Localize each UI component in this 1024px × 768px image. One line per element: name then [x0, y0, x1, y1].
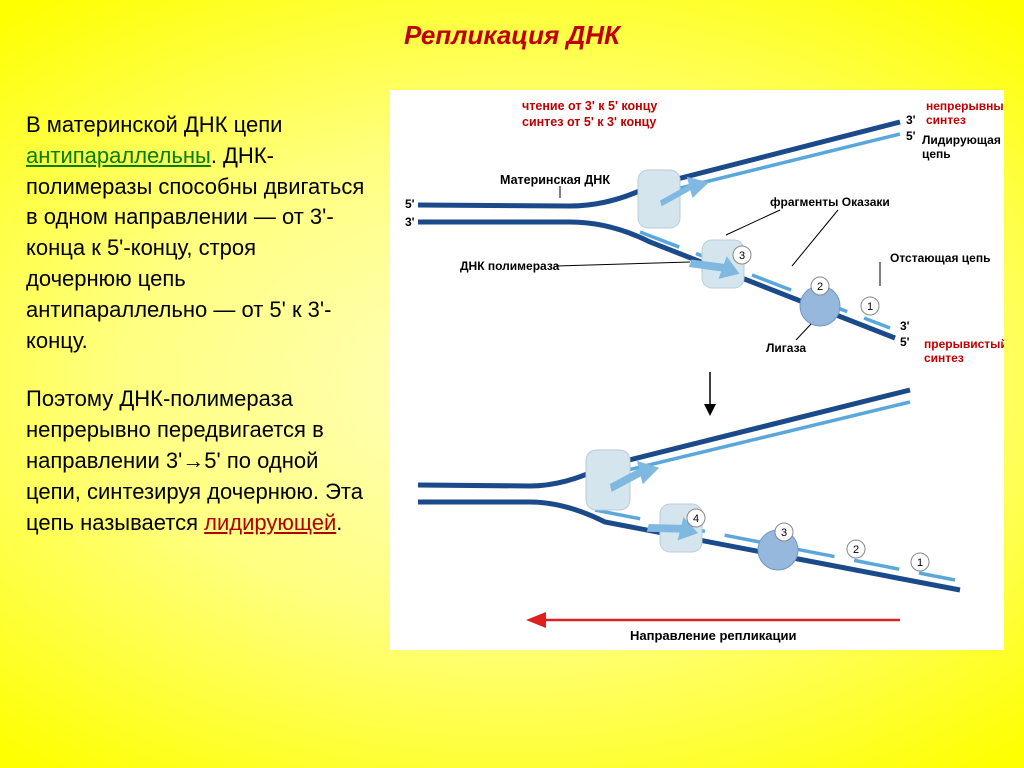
svg-text:3': 3' — [906, 113, 916, 127]
label-dna-pol: ДНК полимераза — [460, 259, 560, 273]
svg-text:цепь: цепь — [922, 147, 951, 161]
label-reading: чтение от 3' к 5' концу — [522, 99, 657, 113]
paragraph-2: Поэтому ДНК-полимераза непрерывно передв… — [26, 384, 366, 538]
svg-text:3': 3' — [900, 319, 910, 333]
svg-text:5': 5' — [900, 335, 910, 349]
svg-text:5': 5' — [906, 129, 916, 143]
svg-text:1: 1 — [917, 557, 923, 569]
explanation-text: В материнской ДНК цепи антипараллельны. … — [26, 110, 366, 566]
polymerase-lagging — [688, 240, 744, 288]
label-direction: Направление репликации — [630, 628, 796, 643]
svg-text:синтез: синтез — [926, 113, 966, 127]
page-title: Репликация ДНК — [0, 20, 1024, 51]
svg-text:4: 4 — [693, 513, 699, 525]
label-ligase: Лигаза — [766, 341, 806, 355]
label-discontinuous: прерывистый — [924, 337, 1004, 351]
label-synthesis: синтез от 5' к 3' концу — [522, 115, 656, 129]
svg-text:2: 2 — [853, 544, 859, 556]
fork-2: 4 3 2 1 — [418, 390, 960, 590]
label-leading: Лидирующая — [922, 133, 1001, 147]
fork-1: 3 2 1 5' 3' 3' 5' 3' 5' — [405, 99, 1004, 365]
end-5prime: 5' — [405, 197, 415, 211]
transition-arrow-icon — [704, 372, 716, 416]
direction-arrow-icon: Направление репликации — [526, 612, 900, 643]
svg-text:3: 3 — [781, 527, 787, 539]
end-3prime: 3' — [405, 215, 415, 229]
label-lagging: Отстающая цепь — [890, 251, 990, 265]
label-okazaki: фрагменты Оказаки — [770, 195, 890, 209]
link-antiparallel: антипараллельны — [26, 143, 211, 168]
label-parent-dna: Материнская ДНК — [500, 173, 610, 187]
replication-diagram: 3 2 1 5' 3' 3' 5' 3' 5' — [390, 90, 1004, 650]
polymerase-top — [638, 170, 712, 228]
paragraph-1: В материнской ДНК цепи антипараллельны. … — [26, 110, 366, 356]
svg-text:2: 2 — [817, 281, 823, 293]
link-leading: лидирующей — [204, 510, 336, 535]
svg-text:1: 1 — [867, 301, 873, 313]
svg-text:синтез: синтез — [924, 351, 964, 365]
label-continuous: непрерывный — [926, 99, 1004, 113]
svg-text:3: 3 — [739, 250, 745, 262]
